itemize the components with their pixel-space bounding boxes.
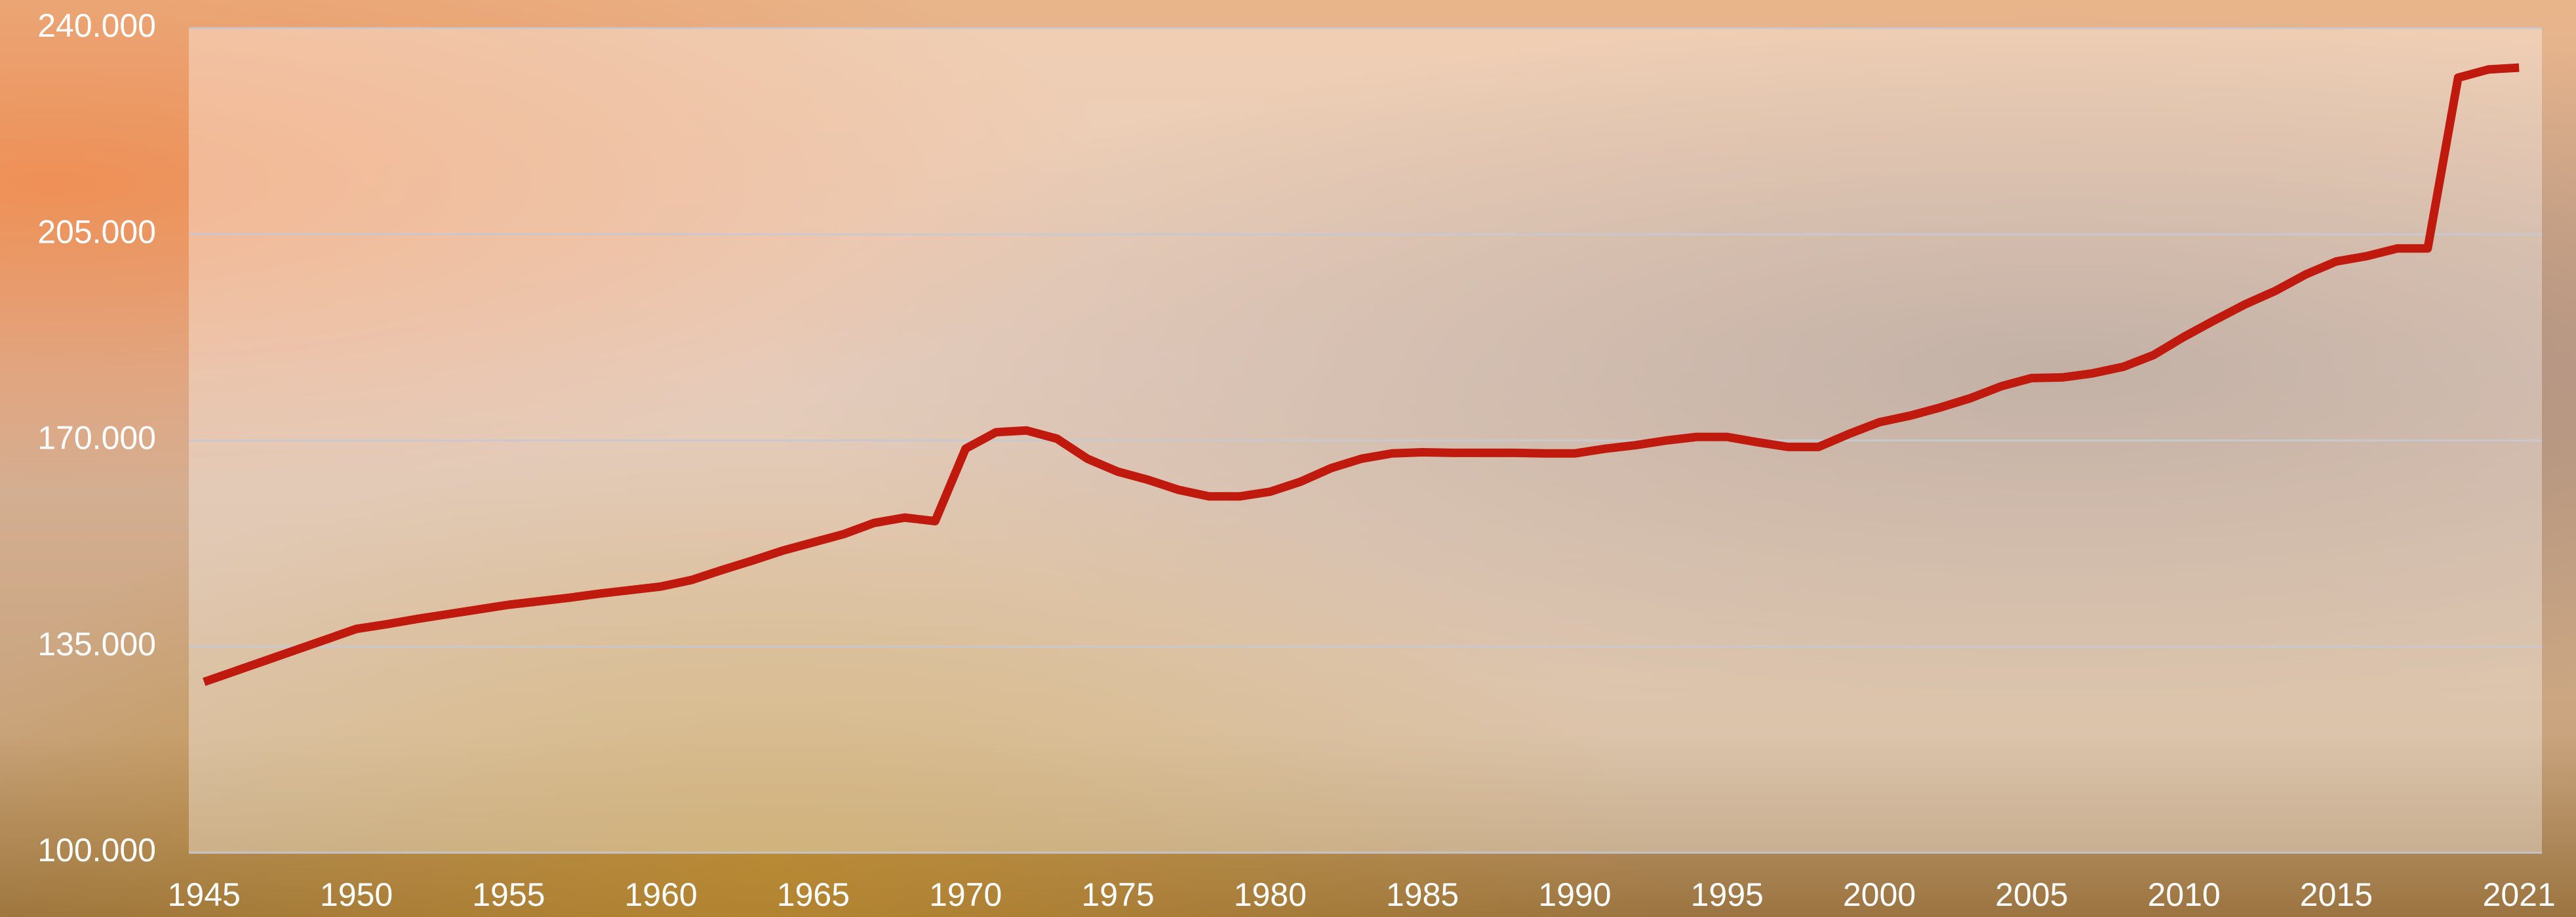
y-tick-label: 170.000: [37, 420, 156, 457]
y-tick-label: 100.000: [37, 832, 156, 868]
x-tick-label: 2021: [2483, 876, 2556, 913]
x-tick-label: 2010: [2147, 876, 2220, 913]
data-line: [203, 63, 2520, 686]
x-tick-label: 1955: [472, 876, 545, 913]
x-tick-label: 1960: [625, 876, 698, 913]
x-tick-label: 1980: [1234, 876, 1307, 913]
x-tick-label: 2000: [1843, 876, 1916, 913]
x-tick-label: 1970: [929, 876, 1002, 913]
x-tick-label: 1975: [1081, 876, 1154, 913]
y-tick-label: 240.000: [37, 7, 156, 44]
x-tick-label: 1985: [1386, 876, 1459, 913]
y-tick-label: 205.000: [37, 213, 156, 250]
y-tick-label: 135.000: [37, 626, 156, 662]
x-tick-label: 1995: [1691, 876, 1764, 913]
x-tick-label: 2005: [1995, 876, 2068, 913]
x-tick-label: 1950: [320, 876, 393, 913]
x-tick-label: 1965: [777, 876, 850, 913]
x-tick-label: 2015: [2300, 876, 2373, 913]
x-tick-label: 1945: [168, 876, 241, 913]
x-tick-label: 1990: [1538, 876, 1611, 913]
